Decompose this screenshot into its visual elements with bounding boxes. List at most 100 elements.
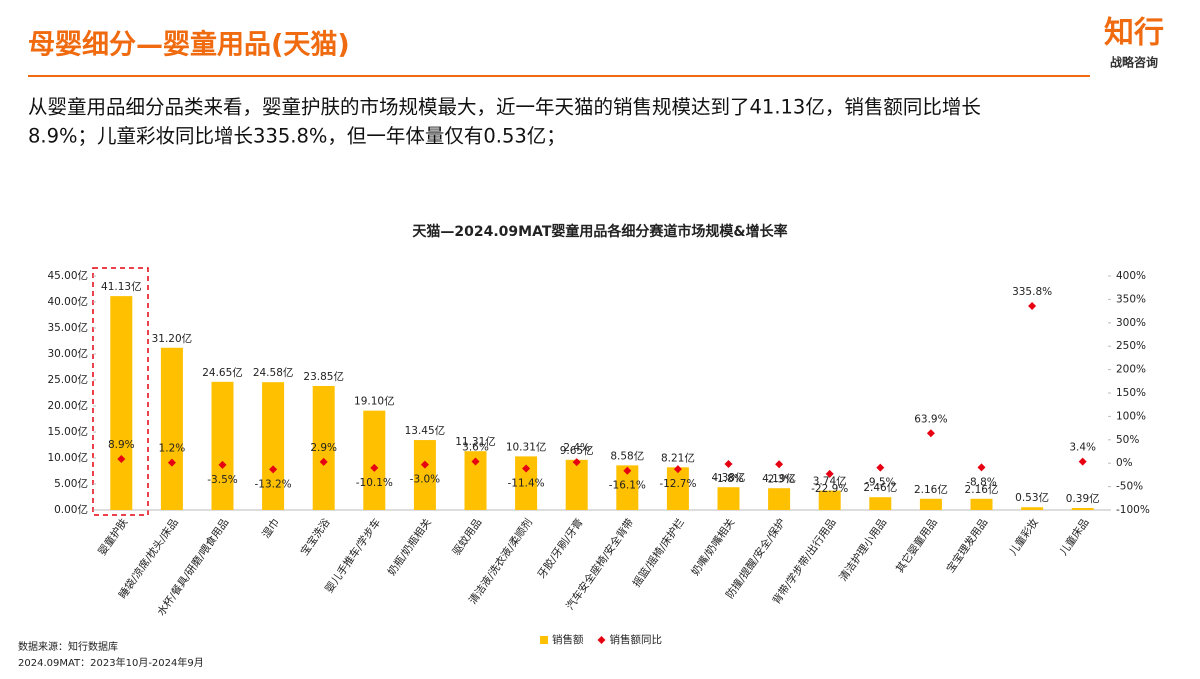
bar-value-label: 4.38亿: [712, 471, 746, 484]
marker: [926, 429, 935, 438]
highlight-box: [92, 267, 149, 516]
bar: [312, 385, 335, 510]
x-tick-label: 奶嘴/奶嘴相关: [689, 516, 738, 578]
bar: [717, 487, 740, 510]
bar-value-label: 2.16亿: [965, 483, 999, 496]
x-tick-label: 奶瓶/奶瓶相关: [385, 516, 434, 578]
point-value-label: -9.5%: [865, 477, 895, 489]
marker: [673, 465, 682, 474]
x-tick-label: 湿巾: [259, 516, 282, 541]
bar: [262, 382, 285, 510]
y2-tick-label: -100%: [1116, 504, 1150, 516]
bar: [970, 498, 993, 510]
bar-value-label: 10.31亿: [506, 440, 547, 453]
point-value-label: -11.4%: [508, 478, 545, 490]
marker: [269, 465, 278, 474]
y-tick-label: 0.00亿: [54, 503, 88, 516]
marker: [977, 463, 986, 472]
y2-tick-label: 100%: [1116, 410, 1146, 422]
bar: [616, 465, 639, 510]
marker: [825, 469, 834, 478]
bar-value-label: 3.74亿: [813, 475, 847, 488]
x-tick-label: 其它婴童用品: [893, 516, 940, 575]
bar-value-label: 2.46亿: [863, 481, 897, 494]
bar: [211, 381, 234, 510]
point-value-label: -3.0%: [410, 474, 440, 486]
bar: [160, 347, 183, 510]
bar-value-label: 0.39亿: [1066, 492, 1100, 505]
bar: [818, 490, 841, 510]
y-tick-label: 40.00亿: [47, 295, 88, 308]
point-value-label: 1.2%: [159, 443, 186, 455]
legend-label: 销售额: [552, 633, 584, 646]
bar-value-label: 24.58亿: [253, 366, 294, 379]
marker: [167, 458, 176, 467]
y2-tick-label: 200%: [1116, 364, 1146, 376]
bar: [464, 451, 487, 510]
legend-marker: [540, 636, 548, 644]
source-note: 2024.09MAT：2023年10月-2024年9月: [18, 656, 204, 669]
y-tick-label: 45.00亿: [47, 269, 88, 282]
bar: [1071, 507, 1094, 510]
bar: [919, 498, 942, 510]
marker: [370, 463, 379, 472]
bar-value-label: 8.21亿: [661, 451, 695, 464]
marker: [724, 460, 733, 469]
bar-value-label: 23.85亿: [303, 370, 344, 383]
marker: [319, 457, 328, 466]
marker: [623, 466, 632, 475]
legend-label: 销售额同比: [610, 633, 663, 646]
bar: [515, 456, 538, 510]
marker: [522, 464, 531, 473]
y-tick-label: 30.00亿: [47, 347, 88, 360]
point-value-label: 2.4%: [563, 442, 590, 454]
bar-value-label: 0.53亿: [1015, 491, 1049, 504]
y2-tick-label: 300%: [1116, 317, 1146, 329]
point-value-label: 3.4%: [1069, 442, 1096, 454]
y-tick-label: 35.00亿: [47, 321, 88, 334]
y2-tick-label: 0%: [1116, 457, 1133, 469]
summary-line: 从婴童用品细分品类来看，婴童护肤的市场规模最大，近一年天猫的销售规模达到了41.…: [28, 96, 981, 119]
x-tick-label: 婴儿手推车/学步车: [322, 516, 383, 595]
x-tick-label: 摇篮/摇椅/床护栏: [630, 516, 687, 589]
bar-value-label: 9.65亿: [560, 444, 594, 457]
bar-value-label: 13.45亿: [405, 424, 446, 437]
x-tick-label: 儿童彩妆: [1006, 516, 1041, 558]
chart-title: 天猫—2024.09MAT婴童用品各细分赛道市场规模&增长率: [412, 223, 787, 240]
page-title: 母婴细分—婴童用品(天猫): [28, 29, 350, 61]
bar-value-label: 8.58亿: [610, 449, 644, 462]
point-value-label: 335.8%: [1012, 286, 1052, 298]
logo-sub: 战略咨询: [1110, 55, 1158, 70]
marker: [218, 460, 227, 469]
point-value-label: -1.8%: [713, 473, 743, 485]
marker: [1078, 457, 1087, 466]
marker: [572, 458, 581, 467]
logo: 知行: [1104, 16, 1164, 51]
y2-tick-label: 400%: [1116, 270, 1146, 282]
bar: [413, 440, 436, 510]
point-value-label: -10.1%: [356, 477, 393, 489]
x-tick-label: 宝宝理发用品: [944, 516, 991, 575]
y-tick-label: 20.00亿: [47, 399, 88, 412]
bar: [768, 488, 791, 510]
y-tick-label: 10.00亿: [47, 451, 88, 464]
marker: [117, 455, 126, 464]
bar-value-label: 24.65亿: [202, 366, 243, 379]
point-value-label: -8.8%: [966, 476, 996, 488]
y-tick-label: 25.00亿: [47, 373, 88, 386]
x-tick-label: 儿童床品: [1057, 516, 1092, 558]
point-value-label: 63.9%: [914, 413, 947, 425]
point-value-label: -12.7%: [659, 478, 696, 490]
legend-marker: [597, 636, 606, 644]
y2-tick-label: 250%: [1116, 340, 1146, 352]
summary-line: 8.9%；儿童彩妆同比增长335.8%，但一年体量仅有0.53亿；: [28, 125, 566, 148]
bar-value-label: 2.16亿: [914, 483, 948, 496]
bar: [666, 467, 689, 510]
point-value-label: 3.6%: [462, 442, 489, 454]
x-tick-label: 宝宝洗浴: [298, 516, 333, 558]
x-tick-label: 清洁护理小用品: [836, 516, 889, 584]
bar: [869, 497, 892, 510]
y2-tick-label: 50%: [1116, 434, 1139, 446]
